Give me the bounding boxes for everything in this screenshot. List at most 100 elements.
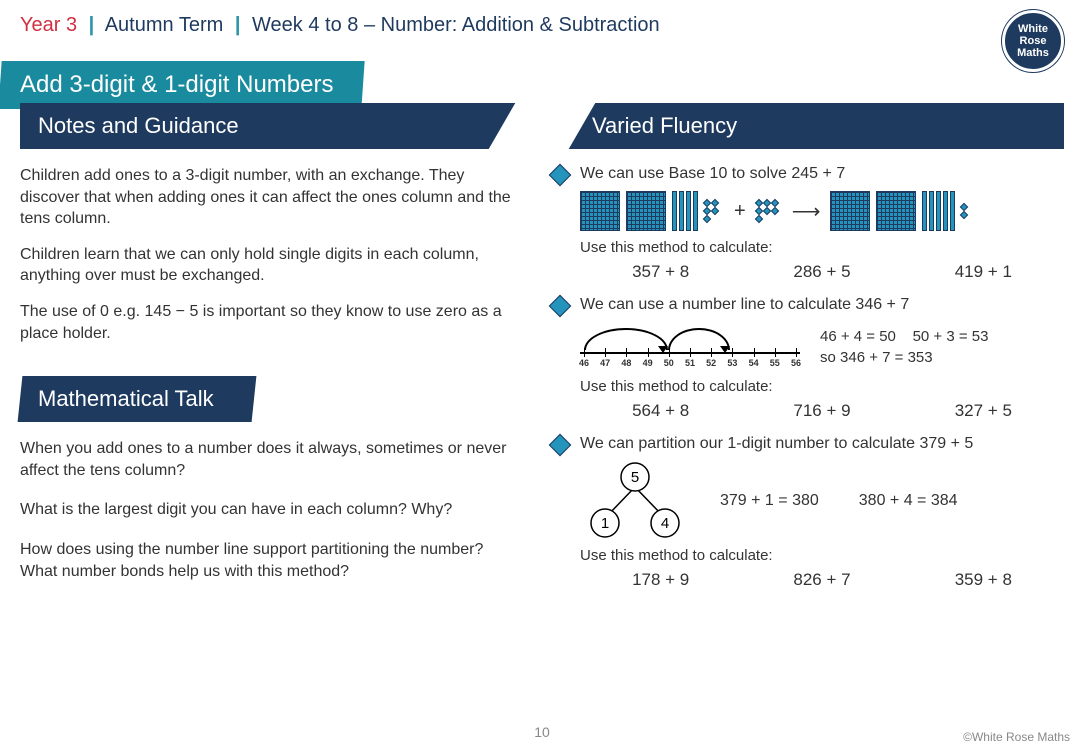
unit-label: Week 4 to 8 – Number: Addition & Subtrac… [252, 14, 660, 36]
vf3-intro: We can partition our 1-digit number to c… [580, 435, 1064, 453]
tick-label: 46 [579, 358, 589, 368]
tick-label: 56 [791, 358, 801, 368]
talk-q3: How does using the number line support p… [20, 539, 532, 582]
talk-q1: When you add ones to a number does it al… [20, 438, 532, 481]
vf3-use: Use this method to calculate: [580, 547, 1064, 564]
arrow-right-icon: ⟶ [792, 199, 821, 224]
page-header: Year 3 | Autumn Term | Week 4 to 8 – Num… [0, 0, 1084, 45]
calc: 178 + 9 [632, 570, 689, 590]
tick [711, 348, 712, 357]
tick [775, 348, 776, 357]
calc: 716 + 9 [793, 401, 850, 421]
partition-left: 1 [601, 515, 609, 532]
number-line: 4647484950515253545556 [580, 322, 800, 372]
content-columns: Notes and Guidance Children add ones to … [0, 103, 1084, 614]
notes-p3: The use of 0 e.g. 145 − 5 is important s… [20, 301, 532, 344]
numberline-equations: 46 + 4 = 50 50 + 3 = 53 so 346 + 7 = 353 [820, 326, 988, 368]
partition-svg: 5 1 4 [580, 461, 690, 541]
tick-label: 50 [664, 358, 674, 368]
notes-header: Notes and Guidance [20, 103, 532, 149]
separator: | [235, 14, 241, 36]
calc: 357 + 8 [632, 262, 689, 282]
tick [754, 348, 755, 357]
calc: 327 + 5 [955, 401, 1012, 421]
vf3-calcs: 178 + 9 826 + 7 359 + 8 [580, 570, 1064, 590]
logo-line: White [1018, 23, 1048, 35]
page-number: 10 [534, 724, 550, 740]
calc: 419 + 1 [955, 262, 1012, 282]
separator: | [89, 14, 95, 36]
breadcrumb: Year 3 | Autumn Term | Week 4 to 8 – Num… [20, 14, 660, 37]
vf1-calcs: 357 + 8 286 + 5 419 + 1 [580, 262, 1064, 282]
eq: 46 + 4 = 50 [820, 328, 896, 345]
vf2-intro: We can use a number line to calculate 34… [580, 296, 1064, 314]
ones-group [756, 200, 782, 222]
logo-line: Maths [1017, 47, 1049, 59]
tick [669, 348, 670, 357]
tick [648, 348, 649, 357]
eq: 380 + 4 = 384 [859, 492, 958, 510]
tens-group [672, 191, 698, 231]
hundred-block [626, 191, 666, 231]
hundred-block [580, 191, 620, 231]
tick [605, 348, 606, 357]
brand-logo: White Rose Maths [1002, 10, 1064, 72]
partition-right: 4 [661, 515, 669, 532]
tick-label: 51 [685, 358, 695, 368]
varied-title: Varied Fluency [592, 113, 737, 138]
vf2-calcs: 564 + 8 716 + 9 327 + 5 [580, 401, 1064, 421]
topic-title: Add 3-digit & 1-digit Numbers [20, 71, 333, 99]
vf-item-1: We can use Base 10 to solve 245 + 7 + ⟶ [552, 165, 1064, 282]
tick [732, 348, 733, 357]
vf1-intro: We can use Base 10 to solve 245 + 7 [580, 165, 1064, 183]
eq: 50 + 3 = 53 [913, 328, 989, 345]
partition-equations: 379 + 1 = 380 380 + 4 = 384 [720, 492, 958, 510]
tick [626, 348, 627, 357]
tens-group [922, 191, 955, 231]
logo-line: Rose [1020, 35, 1047, 47]
bullet-diamond-icon [549, 164, 572, 187]
tick [690, 348, 691, 357]
vf1-use: Use this method to calculate: [580, 239, 1064, 256]
tick-label: 54 [749, 358, 759, 368]
copyright: ©White Rose Maths [963, 730, 1070, 744]
tick [584, 348, 585, 357]
talk-q2: What is the largest digit you can have i… [20, 499, 532, 521]
varied-header: Varied Fluency [552, 103, 1064, 149]
hundred-block [830, 191, 870, 231]
term-label: Autumn Term [105, 14, 224, 36]
left-column: Notes and Guidance Children add ones to … [0, 103, 542, 614]
tick [796, 348, 797, 357]
eq: so 346 + 7 = 353 [820, 349, 933, 366]
year-label: Year 3 [20, 14, 77, 36]
plus-icon: + [734, 200, 746, 223]
calc: 286 + 5 [793, 262, 850, 282]
base10-diagram: + ⟶ [580, 191, 1064, 231]
notes-p2: Children learn that we can only hold sin… [20, 244, 532, 287]
numberline-wrap: 4647484950515253545556 46 + 4 = 50 50 + … [580, 322, 1064, 372]
vf-item-3: We can partition our 1-digit number to c… [552, 435, 1064, 590]
eq: 379 + 1 = 380 [720, 492, 819, 510]
vf-item-2: We can use a number line to calculate 34… [552, 296, 1064, 421]
right-column: Varied Fluency We can use Base 10 to sol… [542, 103, 1084, 614]
tick-label: 55 [770, 358, 780, 368]
partition-diagram: 5 1 4 379 + 1 = 380 380 + 4 = 384 [580, 461, 1064, 541]
calc: 359 + 8 [955, 570, 1012, 590]
tick-label: 52 [706, 358, 716, 368]
talk-header: Mathematical Talk [18, 376, 257, 422]
ones-group [961, 204, 971, 218]
bullet-diamond-icon [549, 295, 572, 318]
talk-title: Mathematical Talk [38, 386, 214, 412]
vf2-use: Use this method to calculate: [580, 378, 1064, 395]
hundred-block [876, 191, 916, 231]
tick-label: 49 [643, 358, 653, 368]
notes-title: Notes and Guidance [38, 113, 239, 138]
topic-banner: Add 3-digit & 1-digit Numbers [0, 61, 365, 109]
partition-top: 5 [631, 469, 639, 486]
calc: 826 + 7 [793, 570, 850, 590]
bullet-diamond-icon [549, 434, 572, 457]
tick-label: 48 [621, 358, 631, 368]
ones-group [704, 200, 724, 222]
notes-p1: Children add ones to a 3-digit number, w… [20, 165, 532, 230]
tick-label: 47 [600, 358, 610, 368]
